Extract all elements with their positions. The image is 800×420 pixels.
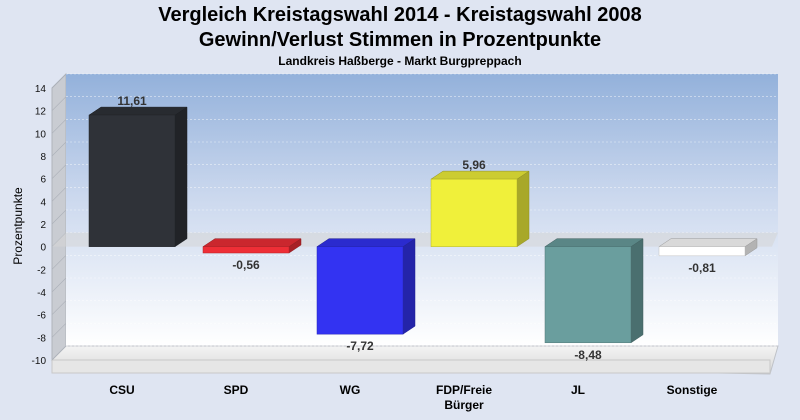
floor-front [51,359,771,374]
y-tick-label: 0 [40,243,46,254]
bar-face [316,246,404,335]
bar-top [658,238,758,247]
bar-face [202,246,290,254]
x-tick-label: WG [340,383,361,397]
bar-face [658,246,746,257]
x-tick-label: Sonstige [667,383,718,397]
bar-3 [430,170,530,248]
bar-face [430,178,518,247]
grid-line-side [51,164,67,179]
bar-1 [202,238,302,254]
bar-top [88,106,188,116]
grid-line-side [51,73,67,89]
y-tick-label: -2 [37,265,46,276]
grid-line-side [51,323,67,338]
data-label: 5,96 [462,158,486,172]
bar-top [316,238,416,247]
grid-line-side [51,209,67,225]
x-tick-label-line2: Bürger [444,398,484,412]
grid-line-side [51,255,67,270]
x-tick-label: SPD [224,383,249,397]
chart-title: Vergleich Kreistagswahl 2014 - Kreistags… [158,4,642,26]
y-tick-label: 14 [35,84,47,95]
bar-side [630,238,644,344]
data-label: -0,56 [232,258,260,272]
x-tick-label: FDP/Freie [436,383,492,397]
bar-side [174,106,188,248]
bar-side [402,238,416,335]
x-tick-label: JL [571,383,585,397]
data-label: -8,48 [574,348,602,362]
bar-4 [544,238,644,344]
y-tick-label: 4 [40,197,46,208]
y-axis-label: Prozentpunkte [11,187,25,265]
bar-top [430,170,530,180]
data-label: -0,81 [688,261,716,275]
y-tick-label: 10 [35,129,47,140]
y-tick-label: 6 [40,175,46,186]
bar-2 [316,238,416,335]
y-tick-label: -10 [32,356,47,367]
grid-line-side [51,141,67,157]
grid-line-side [51,96,67,111]
data-label: 11,61 [117,94,147,108]
chart-subtitle: Gewinn/Verlust Stimmen in Prozentpunkte [198,29,602,51]
y-tick-label: 12 [35,107,47,118]
bar-top [202,238,302,247]
bar-top [544,238,644,247]
y-tick-label: -4 [37,288,46,299]
grid-line-side [51,187,67,202]
x-tick-label: CSU [109,383,134,397]
y-tick-label: 2 [40,220,46,231]
y-tick-label: -6 [37,311,46,322]
bar-5 [658,238,758,257]
grid-line-side [51,119,67,134]
y-tick-label: -8 [37,333,46,344]
grid-line-side [51,300,67,315]
bar-0 [88,106,188,248]
bar-face [88,114,176,247]
grid-line-side [51,277,67,293]
data-label: -7,72 [346,339,374,353]
bar-side [516,170,530,248]
grid-line-side [51,345,67,361]
y-tick-label: 8 [40,152,46,163]
chart-caption: Landkreis Haßberge - Markt Burgpreppach [278,54,522,68]
bar-face [544,246,632,344]
